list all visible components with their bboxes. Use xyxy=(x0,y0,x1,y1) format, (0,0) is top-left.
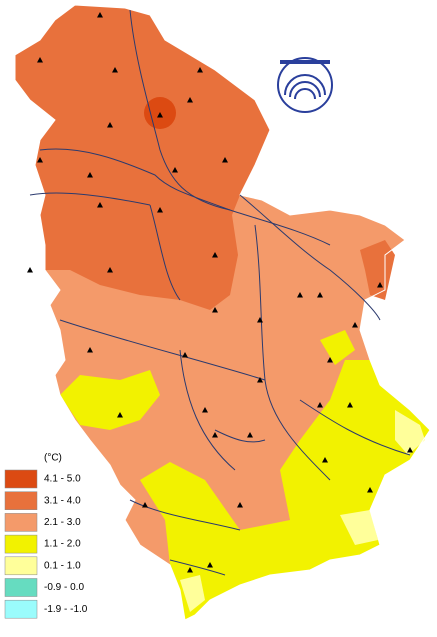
legend-swatch xyxy=(4,578,38,597)
legend-label: -1.9 - -1.0 xyxy=(44,604,88,615)
legend-swatch xyxy=(4,491,38,510)
legend-label: 2.1 - 3.0 xyxy=(44,517,81,528)
legend-swatch xyxy=(4,599,38,619)
legend-label: 1.1 - 2.0 xyxy=(44,539,81,550)
legend-label: -0.9 - 0.0 xyxy=(44,582,84,593)
region xyxy=(15,5,270,310)
legend-title: (°C) xyxy=(44,453,62,464)
region xyxy=(320,330,355,365)
region xyxy=(60,370,160,430)
legend-swatch xyxy=(4,534,38,554)
region xyxy=(395,410,425,455)
legend-swatch xyxy=(4,513,38,532)
legend-label: 4.1 - 5.0 xyxy=(44,474,81,485)
legend-swatch xyxy=(4,469,38,489)
region xyxy=(360,240,395,300)
region xyxy=(340,510,378,545)
logo xyxy=(277,57,333,113)
legend: (°C) 4.1 - 5.0 3.1 - 4.0 2.1 - 3.0 1.1 - 2.… xyxy=(4,453,88,619)
legend-swatch xyxy=(4,556,38,576)
map-regions xyxy=(15,5,430,620)
legend-label: 0.1 - 1.0 xyxy=(44,560,81,571)
legend-label: 3.1 - 4.0 xyxy=(44,495,81,506)
rivers xyxy=(29,9,411,576)
region xyxy=(180,575,205,612)
country-border xyxy=(14,4,431,621)
